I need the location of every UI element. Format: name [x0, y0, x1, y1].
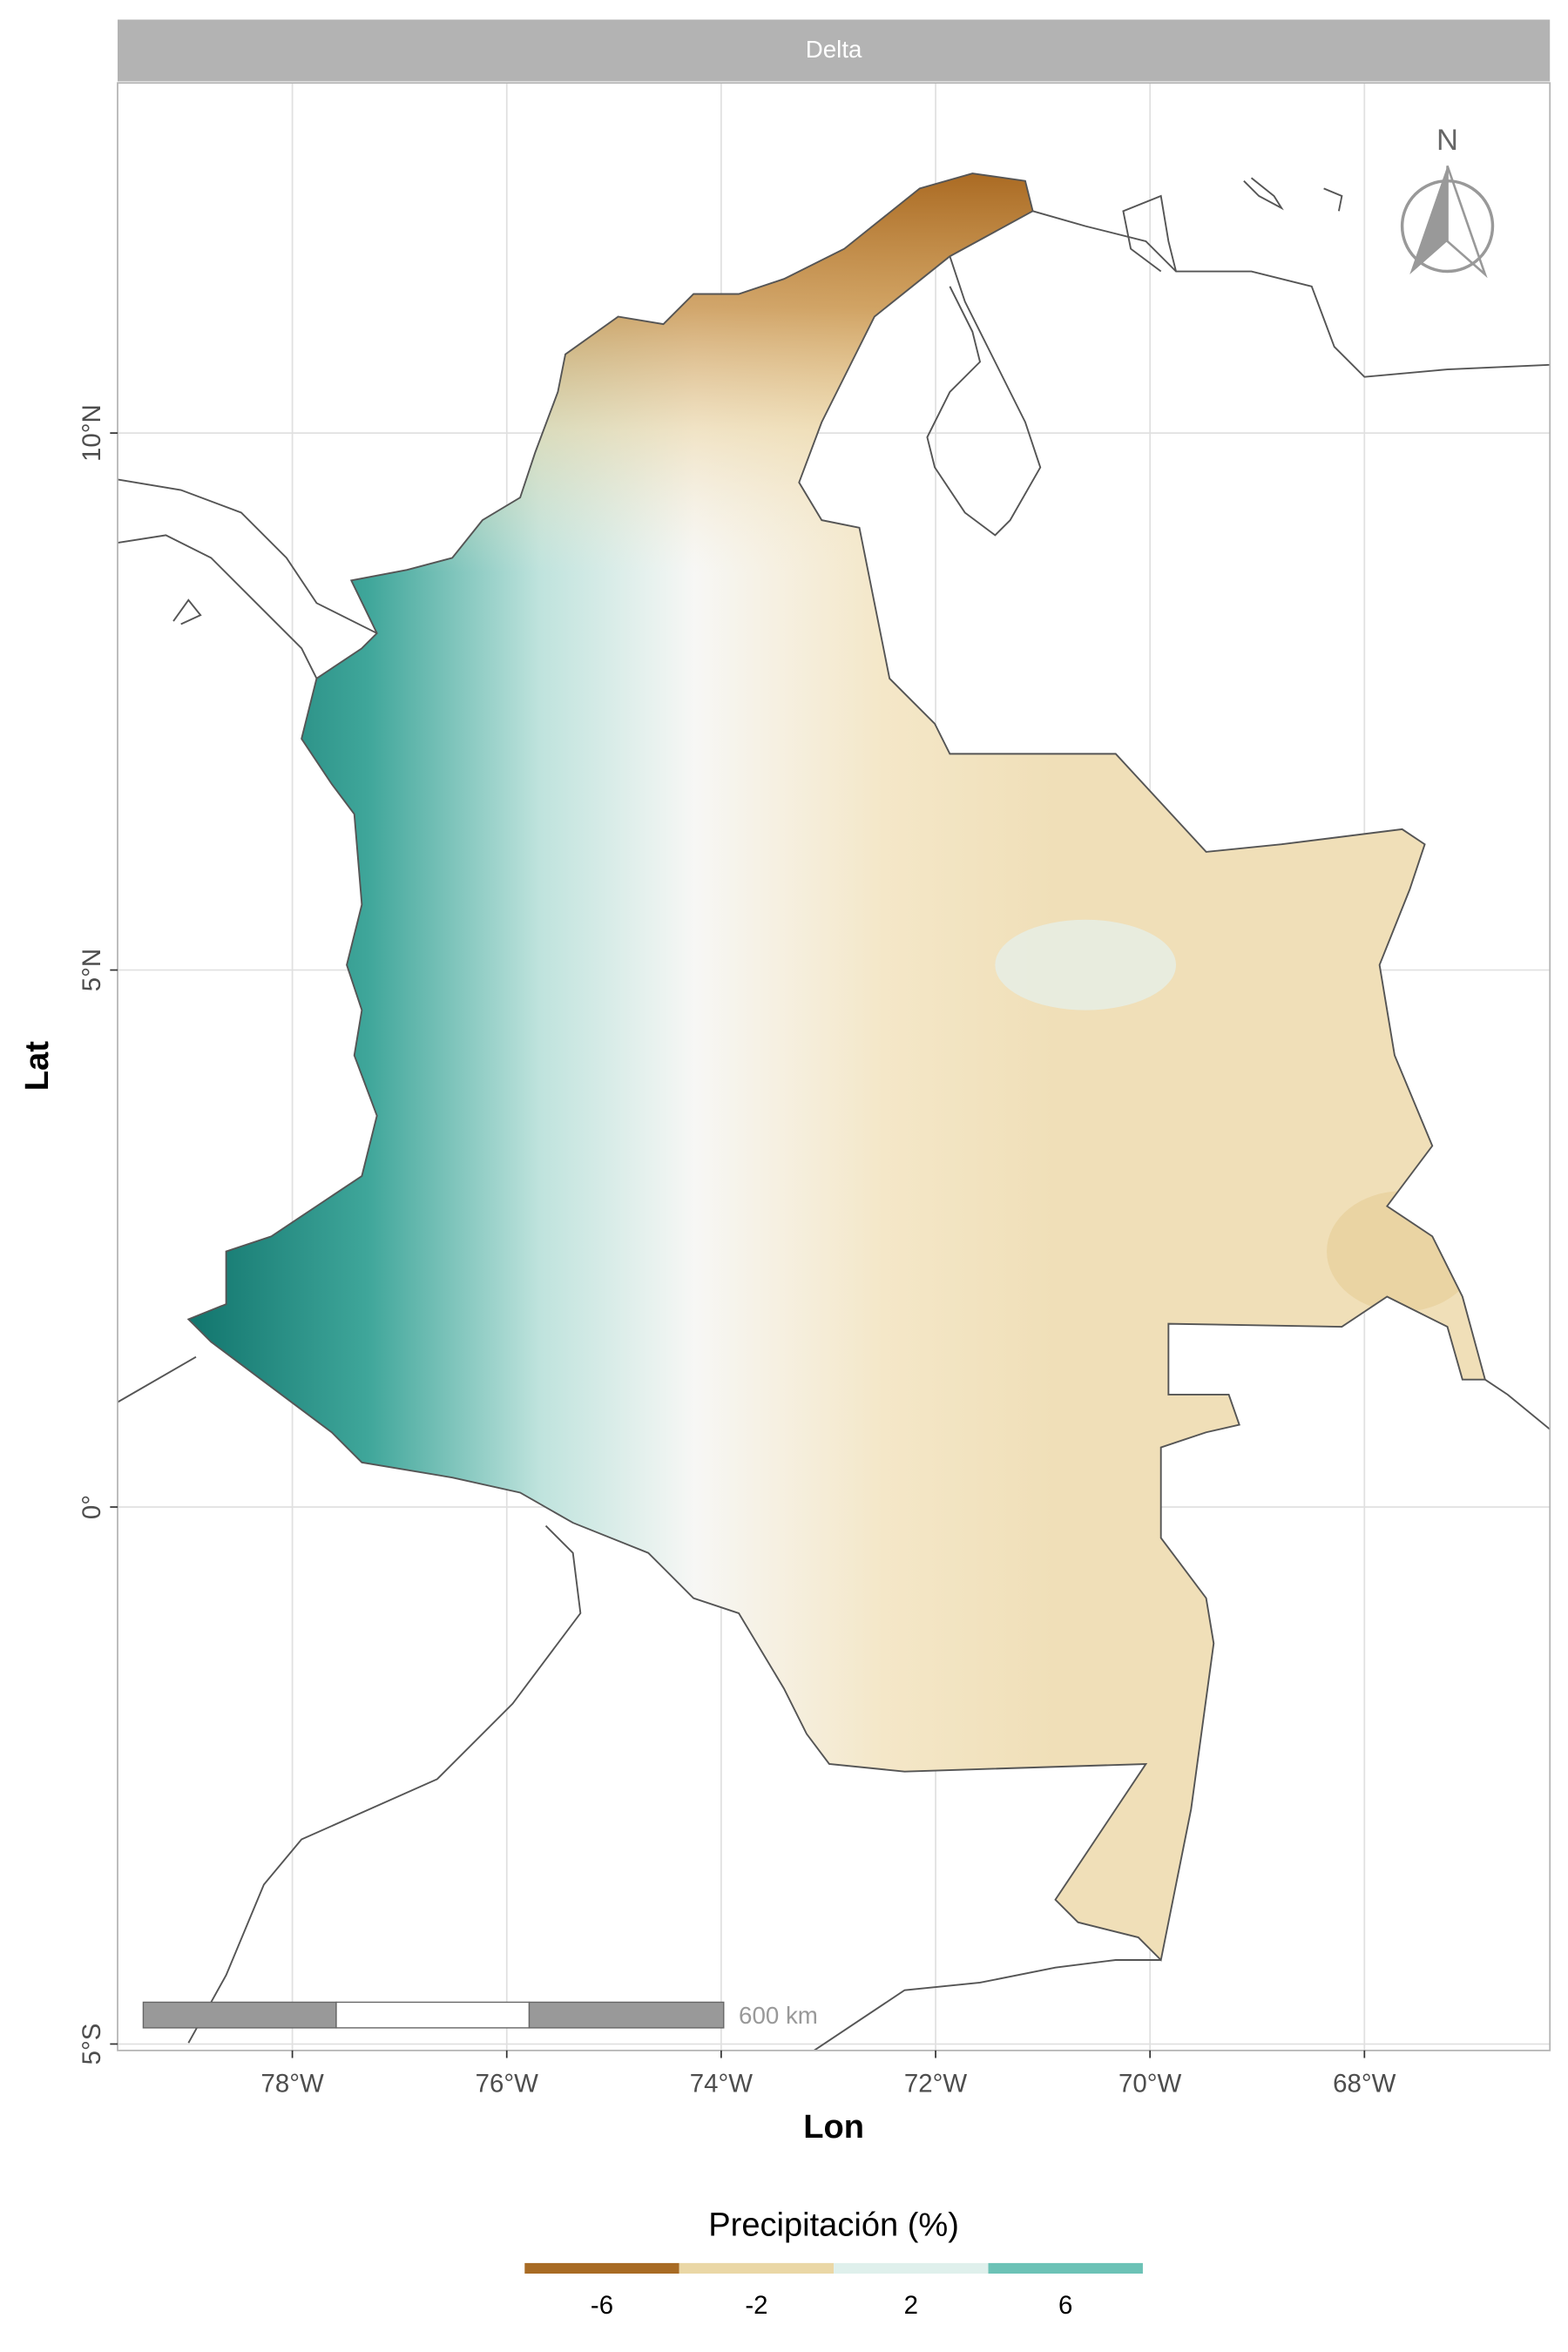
- peru-border: [187, 1524, 582, 2044]
- scale-segment: [528, 2001, 725, 2029]
- island: [1243, 177, 1284, 211]
- coast: [1122, 194, 1177, 273]
- legend-label: 2: [904, 2291, 918, 2320]
- y-tick-label: 0°: [78, 1495, 106, 1519]
- scale-segment: [335, 2001, 531, 2029]
- scale-segment: [142, 2001, 337, 2029]
- north-label: N: [1436, 124, 1458, 157]
- scale-bar: 600 km: [142, 2001, 818, 2029]
- outlines: [117, 172, 1551, 2051]
- legend-label: -6: [591, 2291, 613, 2320]
- x-tick-label: 72°W: [904, 2069, 967, 2098]
- x-tick-label: 74°W: [690, 2069, 753, 2098]
- panama-coast: [117, 534, 318, 679]
- legend-label: 6: [1058, 2291, 1072, 2320]
- panama-coast: [117, 478, 378, 634]
- legend-key: [834, 2262, 989, 2274]
- legend-key: [524, 2262, 679, 2274]
- venezuela-coast: [1032, 210, 1551, 378]
- island: [172, 598, 202, 625]
- y-tick-label: 5°S: [78, 2024, 106, 2065]
- x-tick-label: 76°W: [476, 2069, 538, 2098]
- north-arrow-right: [1446, 165, 1488, 279]
- x-tick-label: 78°W: [260, 2069, 323, 2098]
- island: [1323, 187, 1343, 212]
- y-axis-title: Lat: [19, 1041, 56, 1091]
- panel-border: [117, 82, 1551, 2051]
- legend-label: -2: [745, 2291, 767, 2320]
- legend-title: Precipitación (%): [708, 2207, 959, 2243]
- legend-key: [988, 2262, 1143, 2274]
- facet-label: Delta: [806, 36, 862, 63]
- y-tick-label: 5°N: [78, 949, 106, 991]
- maracaibo-lake: [926, 255, 1042, 537]
- x-tick-label: 70°W: [1119, 2069, 1181, 2098]
- facet-strip: [118, 19, 1551, 82]
- x-tick-label: 68°W: [1333, 2069, 1396, 2098]
- scale-label: 600 km: [739, 2002, 818, 2029]
- ecuador-coast: [117, 1355, 197, 1403]
- brazil-border: [814, 1959, 1161, 2051]
- x-axis-title: Lon: [803, 2109, 864, 2146]
- precip-patch: [995, 919, 1176, 1010]
- legend: -6 -2 2 6: [524, 2262, 1143, 2320]
- y-tick-label: 10°N: [78, 404, 106, 462]
- legend-key: [679, 2262, 835, 2274]
- brazil-border: [1484, 1378, 1551, 1430]
